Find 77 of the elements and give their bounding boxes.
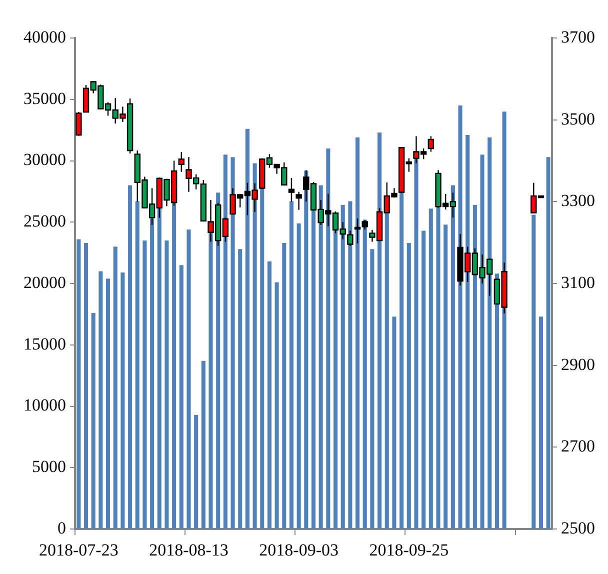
bar (128, 185, 132, 528)
bar (494, 274, 499, 528)
x-tick-label: 2018-09-03 (259, 540, 338, 560)
bar (267, 261, 272, 528)
bar (91, 312, 96, 528)
y2-tick-label: 2500 (561, 518, 595, 538)
y-tick-label: 25000 (24, 212, 66, 231)
bar (466, 134, 470, 528)
bar (179, 265, 184, 528)
x-tick-label: 2018-07-23 (39, 540, 118, 560)
bar (223, 154, 228, 528)
bar (135, 201, 140, 528)
y-tick-label: 35000 (24, 88, 66, 108)
candlestick (362, 219, 368, 230)
bar (472, 204, 477, 528)
bar (444, 224, 448, 528)
y2-tick-label: 2900 (561, 354, 595, 374)
bar (98, 271, 103, 528)
y-tick-label: 10000 (24, 396, 66, 415)
bar (311, 210, 316, 528)
bar (356, 137, 360, 528)
y-tick-label: 30000 (24, 150, 66, 170)
bar (348, 201, 352, 528)
bar (186, 229, 191, 528)
bar (546, 157, 550, 528)
bar (194, 414, 198, 528)
bar (201, 360, 206, 528)
bar (142, 240, 147, 528)
bar (106, 278, 110, 528)
candlestick (288, 177, 295, 202)
bar (340, 204, 345, 528)
bar (422, 230, 426, 528)
bar (318, 185, 323, 528)
bar (538, 316, 544, 528)
bar (406, 242, 411, 528)
bar (488, 137, 492, 528)
bar (230, 157, 235, 528)
bar (274, 282, 279, 528)
y-tick-label: 15000 (24, 334, 66, 354)
y-tick-label: 20000 (24, 272, 66, 292)
bar (289, 201, 294, 528)
bar (252, 163, 257, 528)
bar (480, 154, 484, 528)
y2-tick-label: 3300 (561, 191, 595, 210)
bar (113, 246, 118, 528)
y2-tick-label: 2700 (561, 436, 595, 456)
bar (296, 223, 301, 528)
y2-tick-label: 3100 (561, 272, 595, 292)
bar (120, 272, 125, 528)
y-tick-label: 5000 (32, 457, 66, 476)
x-tick-label: 2018-09-25 (369, 540, 449, 560)
bar (326, 148, 330, 528)
y2-tick-label: 3500 (561, 109, 595, 128)
bar (392, 316, 396, 528)
bar (378, 132, 382, 528)
bar (238, 249, 242, 528)
candlestick (296, 191, 302, 210)
bar (428, 208, 433, 528)
bar (76, 239, 81, 528)
candlestick (354, 218, 361, 244)
y-tick-label: 0 (58, 518, 66, 538)
bar (260, 188, 264, 528)
y2-tick-label: 3700 (561, 27, 595, 46)
bar (450, 185, 455, 528)
y-tick-label: 40000 (24, 27, 66, 46)
bar (362, 220, 367, 528)
bar (84, 242, 88, 528)
bar (282, 242, 286, 528)
candlestick (76, 111, 82, 136)
bar (164, 240, 169, 528)
x-tick-label: 2018-08-13 (149, 540, 228, 560)
candlestick (178, 152, 185, 172)
bar (370, 249, 374, 528)
bar (245, 128, 250, 528)
bar (400, 192, 404, 528)
bar (304, 170, 308, 528)
candlestick (428, 136, 434, 152)
